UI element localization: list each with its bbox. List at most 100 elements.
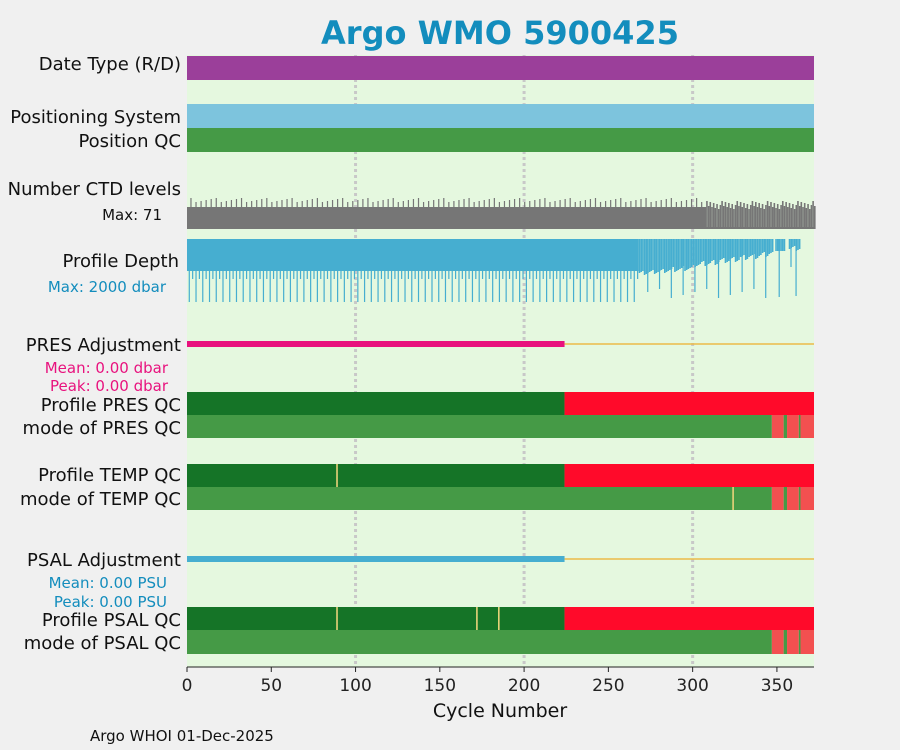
- mode_psal_qc-segment-2: [783, 630, 788, 654]
- ctd-level-bar-360: [793, 209, 796, 229]
- depth-bar-69: [303, 239, 305, 302]
- mode_temp_qc-segment-5: [800, 487, 814, 510]
- ctd-level-spike-221: [559, 200, 561, 207]
- depth-bar-255: [616, 239, 618, 279]
- profile_psal_qc-segment-0: [187, 607, 565, 630]
- depth-bar-137: [417, 239, 420, 302]
- ctd-level-spike-284: [665, 199, 667, 207]
- depth-bar-85: [330, 239, 332, 302]
- depth-bar-215: [549, 239, 551, 279]
- ctd-level-spike-245: [599, 202, 602, 207]
- mode_psal_qc-segment-5: [800, 630, 814, 654]
- depth-spike-329: [741, 239, 743, 292]
- depth-bar-332: [746, 239, 749, 259]
- depth-bar-151: [441, 239, 443, 279]
- depth-bar-360: [793, 239, 796, 246]
- mode_pres_qc-segment-1: [771, 415, 784, 438]
- depth-bar-163: [461, 239, 463, 279]
- depth-bar-353: [781, 239, 784, 251]
- ctd-level-spike-119: [387, 199, 389, 207]
- depth-bar-251: [610, 239, 612, 279]
- ctd-level-spike-266: [635, 200, 637, 207]
- ctd-level-spike-254: [615, 199, 617, 207]
- depth-bar-47: [266, 239, 268, 279]
- ctd-level-spike-203: [529, 201, 531, 207]
- depth-bar-293: [680, 239, 683, 268]
- depth-bar-147: [434, 239, 436, 279]
- ctd-level-bar-365: [802, 207, 804, 229]
- ctd-level-bar-329: [741, 207, 744, 229]
- label-mode-pres-qc: mode of PRES QC: [23, 418, 181, 439]
- depth-bar-93: [343, 239, 345, 302]
- ctd-level-bar-314: [716, 204, 718, 229]
- depth-bar-307: [704, 239, 707, 266]
- depth-bar-347: [771, 239, 774, 252]
- ctd-level-spike-287: [670, 198, 672, 207]
- depth-bar-113: [377, 239, 379, 302]
- depth-bar-295: [684, 239, 686, 271]
- ctd-level-bar-338: [756, 207, 759, 229]
- ctd-level-bar-353: [781, 201, 784, 229]
- ctd-level-spike-14: [210, 199, 212, 207]
- ctd-level-spike-191: [508, 200, 511, 207]
- depth-spike-294: [682, 239, 684, 295]
- depth-spike-361: [795, 239, 797, 296]
- ctd-level-spike-227: [569, 198, 571, 207]
- depth-bar-129: [404, 239, 406, 302]
- ctd-level-spike-167: [468, 198, 470, 207]
- ctd-level-bar-312: [712, 203, 715, 229]
- depth-bar-334: [749, 239, 752, 256]
- x-tick-label-100: 100: [339, 676, 371, 696]
- depth-bar-362: [797, 239, 799, 250]
- ctd-level-spike-20: [220, 202, 222, 207]
- depth-spike-336: [753, 239, 755, 289]
- depth-bar-284: [665, 239, 668, 272]
- ctd-level-spike-215: [549, 202, 551, 207]
- depth-bar-49: [269, 239, 271, 302]
- ctd-level-spike-173: [478, 201, 480, 207]
- depth-bar-263: [630, 239, 632, 279]
- ctd-level-spike-275: [650, 202, 652, 207]
- depth-spike-308: [706, 239, 708, 289]
- depth-bar-175: [481, 239, 484, 279]
- depth-bar-117: [384, 239, 386, 302]
- depth-bar-265: [633, 239, 635, 302]
- depth-bar-205: [532, 239, 534, 302]
- depth-bar-306: [702, 239, 705, 261]
- ctd-level-spike-8: [200, 201, 202, 207]
- ctd-level-spike-26: [230, 200, 233, 207]
- positioning-system-bar: [187, 104, 814, 128]
- ctd-level-bar-368: [807, 204, 809, 229]
- depth-bar-43: [259, 239, 261, 279]
- ctd-level-bar-315: [717, 209, 720, 229]
- depth-bar-327: [738, 239, 740, 260]
- ctd-level-bar-333: [748, 209, 750, 229]
- depth-bar-143: [428, 239, 430, 279]
- psal-adjustment-line: [187, 556, 565, 562]
- ctd-level-spike-206: [534, 200, 536, 207]
- depth-bar-11: [205, 239, 207, 279]
- ctd-level-bar-310: [709, 202, 712, 229]
- depth-bar-279: [657, 239, 659, 272]
- depth-bar-181: [492, 239, 494, 302]
- ctd-level-bar-311: [711, 207, 713, 229]
- ctd-level-bar-330: [743, 203, 745, 229]
- ctd-level-body: [187, 207, 707, 229]
- depth-bar-290: [675, 239, 678, 271]
- ctd-level-bar-356: [787, 207, 789, 229]
- depth-bar-259: [623, 239, 625, 279]
- depth-bar-326: [736, 239, 739, 261]
- depth-bar-270: [642, 239, 644, 271]
- ctd-level-bar-319: [724, 202, 727, 229]
- ctd-level-spike-161: [458, 200, 460, 207]
- ctd-level-spike-35: [245, 202, 248, 207]
- ctd-level-bar-317: [721, 201, 723, 229]
- ctd-level-spike-179: [488, 199, 490, 207]
- mode_temp_qc-segment-3: [787, 487, 799, 510]
- depth-bar-169: [471, 239, 474, 302]
- label-pres-adjustment: PRES Adjustment: [26, 335, 181, 356]
- depth-bar-153: [444, 239, 447, 302]
- depth-bar-15: [212, 239, 214, 279]
- depth-bar-271: [643, 239, 646, 275]
- depth-bar-313: [714, 239, 717, 265]
